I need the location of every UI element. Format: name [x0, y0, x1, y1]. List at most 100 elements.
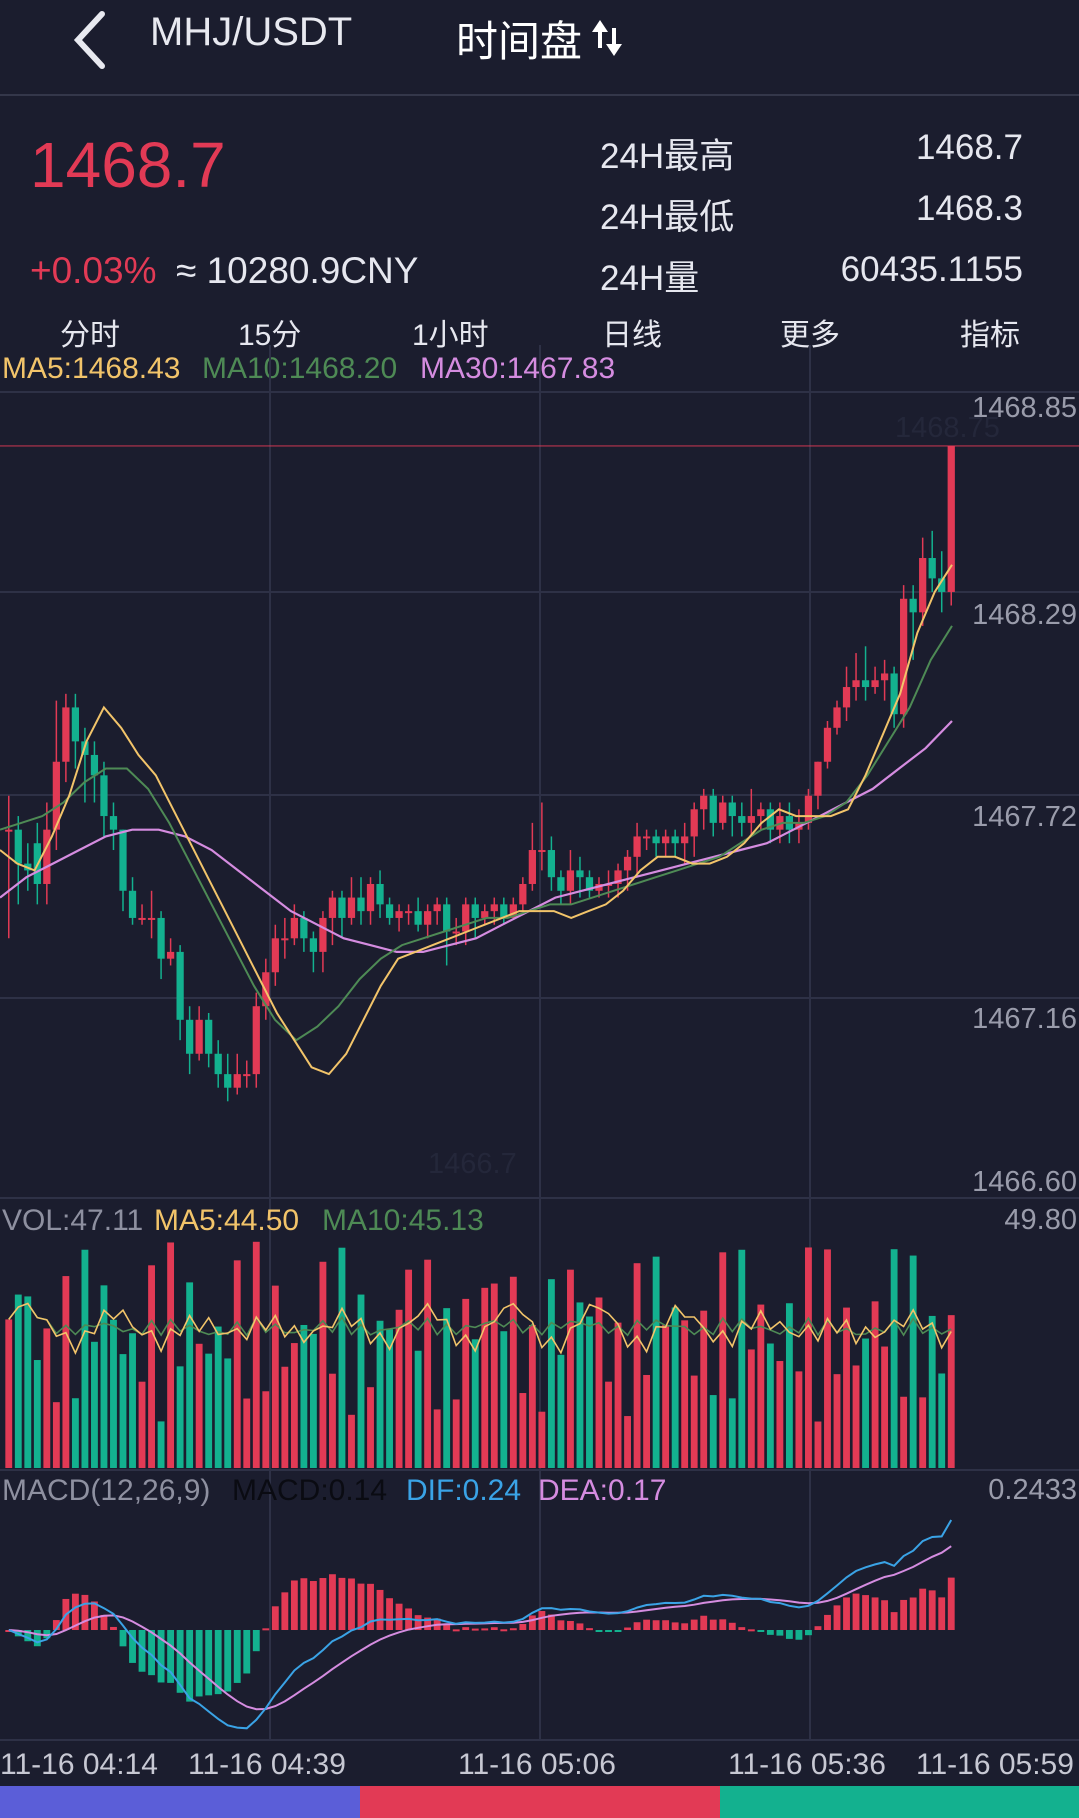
macd-histogram-bar [519, 1623, 527, 1630]
macd-histogram-bar [91, 1601, 98, 1630]
time-axis-label: 11-16 05:36 [728, 1748, 886, 1781]
volume-bar [795, 1371, 803, 1468]
candle [166, 951, 175, 959]
macd-histogram-bar [33, 1630, 41, 1647]
candle [481, 911, 489, 918]
trading-pair-title: MHJ/USDT [150, 10, 353, 54]
volume-bar [252, 1241, 260, 1468]
macd-histogram-bar [243, 1630, 251, 1674]
volume-bar [690, 1375, 698, 1468]
volume-bar [100, 1285, 108, 1468]
tab-indicators[interactable]: 指标 [960, 319, 1020, 352]
volume-bar [909, 1255, 917, 1468]
candle [452, 931, 460, 934]
volume-ma10-line [8, 1302, 952, 1337]
macd-histogram-bar [824, 1614, 831, 1630]
candle [328, 897, 337, 918]
macd-histogram-bar [528, 1615, 536, 1630]
candle [205, 1019, 213, 1054]
macd-histogram-bar [176, 1630, 184, 1693]
candle [414, 911, 422, 925]
candle [566, 870, 575, 891]
candle [5, 829, 13, 832]
volume-bar [329, 1373, 336, 1468]
macd-histogram-bar [662, 1620, 670, 1630]
volume-bar [309, 1333, 317, 1468]
ma10-legend: MA10:1468.20 [202, 352, 398, 385]
volume-bar [148, 1265, 155, 1468]
volume-bar [386, 1329, 393, 1468]
stat-value-volume: 60435.1155 [840, 250, 1023, 289]
candle [681, 836, 689, 844]
macd-histogram-bar [329, 1574, 336, 1630]
bottom-bar-sell[interactable] [720, 1786, 1079, 1818]
volume-bar [443, 1308, 451, 1468]
bottom-bar-buy[interactable] [360, 1786, 720, 1818]
candle [861, 680, 870, 688]
candle [919, 558, 927, 613]
volume-bar [586, 1316, 593, 1468]
macd-histogram-bar [148, 1630, 155, 1676]
macd-histogram-bar [338, 1577, 346, 1630]
candle [281, 938, 289, 941]
volume-bar [519, 1393, 527, 1468]
macd-histogram-bar [557, 1620, 565, 1630]
macd-histogram-bar [252, 1630, 260, 1652]
macd-histogram-bar [776, 1630, 784, 1636]
volume-bar [319, 1261, 327, 1468]
macd-histogram-bar [205, 1630, 213, 1696]
candle [338, 897, 346, 918]
volume-bar [766, 1343, 774, 1468]
price-axis-label: 1467.16 [972, 1003, 1077, 1035]
candle [833, 707, 841, 728]
tab-daily[interactable]: 日线 [602, 319, 662, 352]
macd-histogram-bar [947, 1577, 955, 1630]
macd-histogram-bar [852, 1593, 860, 1630]
candle [547, 850, 556, 878]
macd-histogram-bar [424, 1617, 432, 1630]
candle [938, 578, 946, 592]
candle [671, 836, 679, 844]
macd-histogram-bar [81, 1594, 89, 1630]
candle [252, 1006, 260, 1075]
macd-histogram-bar [395, 1603, 403, 1630]
macd-histogram-bar [386, 1598, 393, 1630]
volume-bar [91, 1341, 98, 1468]
candle [300, 917, 308, 939]
candle [700, 795, 708, 810]
macd-histogram-bar [928, 1590, 936, 1630]
macd-histogram-bar [586, 1628, 593, 1631]
macd-histogram-bar [805, 1630, 812, 1636]
volume-bar [195, 1343, 203, 1468]
macd-histogram-bar [138, 1630, 146, 1672]
macd-histogram-bar [319, 1578, 327, 1630]
macd-histogram-bar [233, 1630, 241, 1683]
volume-bar [414, 1350, 422, 1468]
volume-bar [281, 1366, 289, 1468]
switch-arrows-icon[interactable] [592, 18, 622, 58]
macd-histogram-bar [509, 1628, 517, 1631]
volume-bar [176, 1366, 184, 1468]
bottom-bar-left[interactable] [0, 1786, 360, 1818]
volume-bar [157, 1421, 165, 1468]
volume-bar [633, 1263, 641, 1468]
candle [614, 870, 622, 884]
volume-bar [33, 1360, 41, 1468]
tab-1hour[interactable]: 1小时 [412, 319, 489, 352]
macd-histogram-bar [414, 1615, 422, 1630]
low-price-mark: 1466.7 [428, 1148, 517, 1180]
last-price: 1468.7 [30, 129, 226, 201]
top-nav-bar: MHJ/USDT 时间盘 [0, 0, 1079, 96]
back-chevron-icon[interactable] [70, 8, 118, 72]
macd-histogram-bar [300, 1578, 308, 1630]
price-change-percent: +0.03% [30, 250, 157, 291]
macd-histogram-bar [186, 1630, 194, 1702]
volume-bar [900, 1396, 908, 1468]
tab-timeshare[interactable]: 分时 [60, 319, 120, 352]
candle [43, 829, 51, 884]
volume-bar [24, 1296, 32, 1468]
stat-value-high: 1468.7 [915, 128, 1023, 167]
market-mode-title[interactable]: 时间盘 [456, 18, 583, 65]
volume-bar [833, 1374, 841, 1468]
